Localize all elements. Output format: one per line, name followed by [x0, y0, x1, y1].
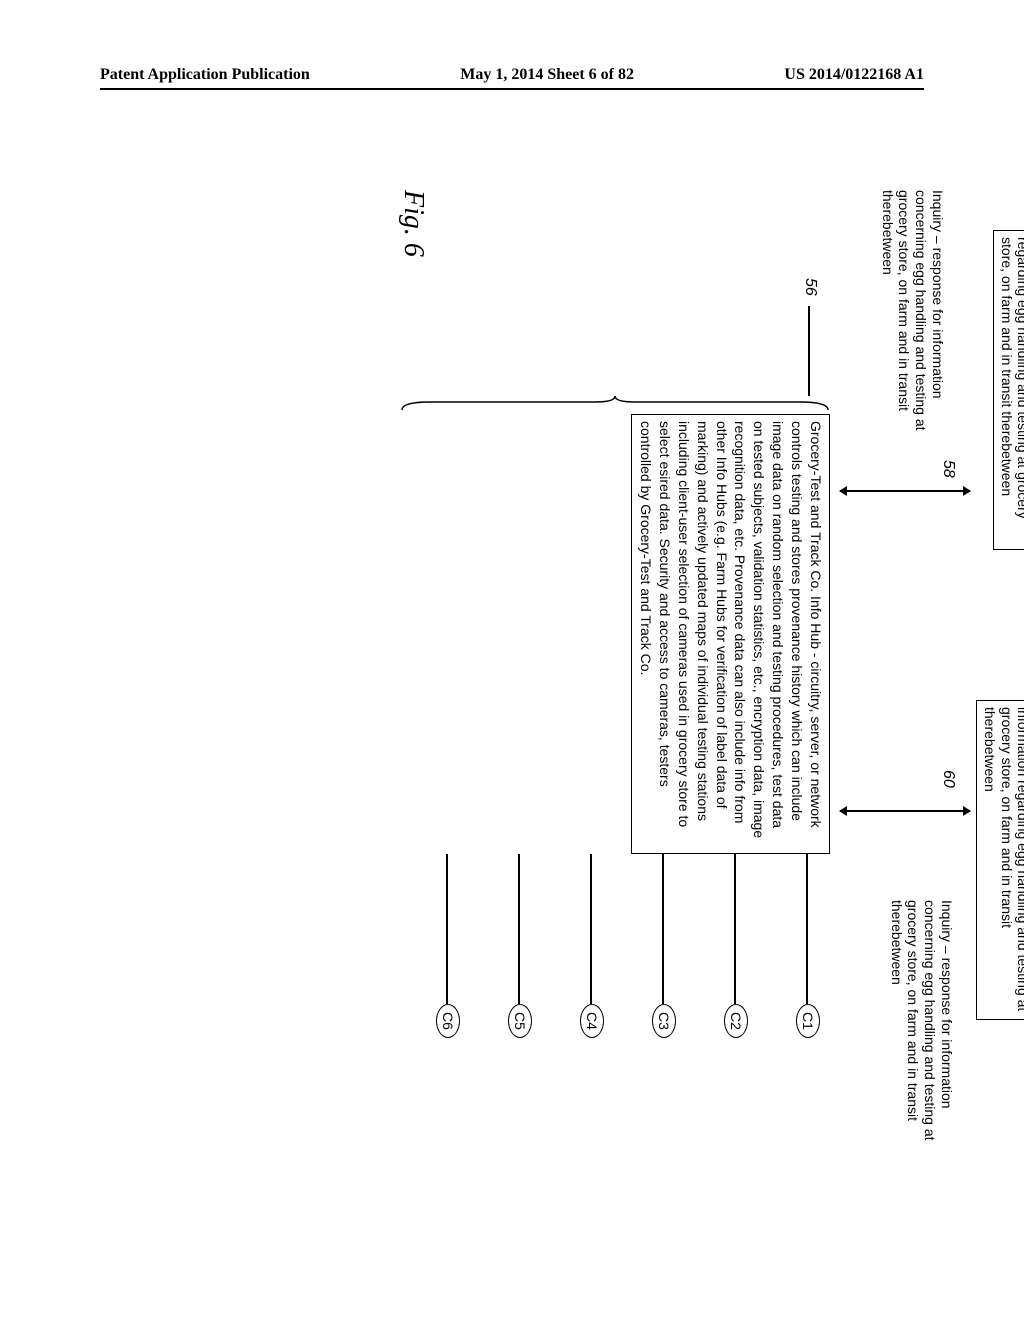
- ref-58: 58: [939, 460, 958, 478]
- connector-c2: [735, 854, 737, 1004]
- connector-c4: [591, 854, 593, 1004]
- circle-c5: C5: [508, 1004, 532, 1038]
- consumer-interface-box: Consumer Interface – used by customers, …: [976, 700, 1024, 1020]
- circle-c1: C1: [796, 1004, 820, 1038]
- info-hub-text: Grocery-Test and Track Co. Info Hub - ci…: [638, 421, 824, 838]
- circle-c6: C6: [436, 1004, 460, 1038]
- info-hub-box: Grocery-Test and Track Co. Info Hub - ci…: [631, 414, 830, 854]
- figure-label: Fig. 6: [396, 190, 430, 257]
- ref-60: 60: [939, 770, 958, 788]
- circle-c2: C2: [724, 1004, 748, 1038]
- connector-c3: [663, 854, 665, 1004]
- inquiry-right-text: Inquiry – response for information conce…: [888, 900, 955, 1160]
- consumer-interface-text: Consumer Interface – used by customers, …: [982, 707, 1024, 1011]
- ref-56-leader: [809, 306, 811, 396]
- header-center: May 1, 2014 Sheet 6 of 82: [460, 66, 634, 84]
- grocery-corp-interface-box: Grocery Store Corp Interface – used by g…: [993, 230, 1024, 550]
- connector-c1: [807, 854, 809, 1004]
- connector-c6: [447, 854, 449, 1004]
- ref-56: 56: [801, 278, 820, 296]
- double-arrow-left: [840, 490, 970, 492]
- grocery-corp-interface-text: Grocery Store Corp Interface – used by g…: [999, 237, 1024, 534]
- patent-page-header: Patent Application Publication May 1, 20…: [100, 66, 924, 90]
- circle-c3: C3: [652, 1004, 676, 1038]
- inquiry-left-text: Inquiry – response for information conce…: [879, 190, 946, 450]
- figure-6-diagram: 28 Grocery Store Corp Interface – used b…: [15, 285, 1015, 1055]
- double-arrow-right: [840, 810, 970, 812]
- circle-c4: C4: [580, 1004, 604, 1038]
- brace-icon: [400, 400, 830, 412]
- connector-c5: [519, 854, 521, 1004]
- header-right: US 2014/0122168 A1: [784, 66, 924, 84]
- header-left: Patent Application Publication: [100, 66, 310, 84]
